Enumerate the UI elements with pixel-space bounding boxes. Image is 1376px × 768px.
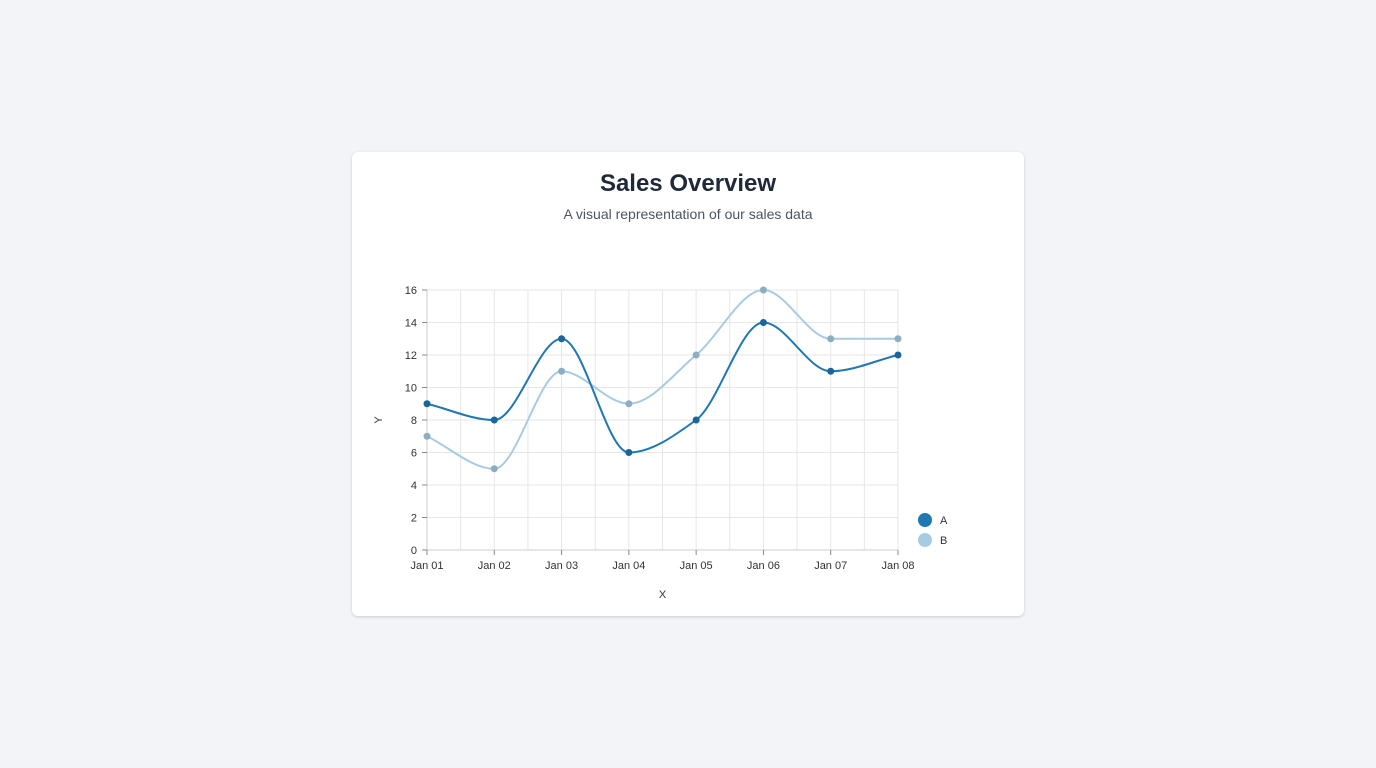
chart-subtitle: A visual representation of our sales dat… xyxy=(563,206,813,222)
x-tick-label: Jan 05 xyxy=(680,560,713,572)
x-tick-label: Jan 03 xyxy=(545,560,578,572)
chart-title: Sales Overview xyxy=(599,170,777,197)
line-chart: 0 2 4 6 8 10 12 14 16 Jan 01 Jan 02 Jan 03 Jan 04 Jan… xyxy=(373,285,948,601)
series-a-point xyxy=(894,351,902,359)
series-a-line xyxy=(426,321,899,454)
x-tick-label: Jan 08 xyxy=(881,560,914,572)
x-tick-label: Jan 01 xyxy=(410,560,443,572)
y-axis-title: Y xyxy=(373,416,385,424)
x-tick-label: Jan 04 xyxy=(612,560,645,572)
legend: AB xyxy=(918,513,948,547)
x-tick-label: Jan 02 xyxy=(478,560,511,572)
y-tick-label: 12 xyxy=(405,350,417,362)
series-a-point xyxy=(692,416,700,424)
series-b-point xyxy=(894,335,902,343)
series-b-point xyxy=(827,335,835,343)
legend-b-label: B xyxy=(940,535,947,547)
series-a-point xyxy=(558,335,566,343)
x-tick-label: Jan 07 xyxy=(814,560,847,572)
y-tick-label: 16 xyxy=(405,285,417,297)
chart-card: Sales Overview A visual representation o… xyxy=(352,152,1024,616)
y-tick-label: 14 xyxy=(405,318,417,330)
y-tick-label: 6 xyxy=(411,448,417,460)
y-tick-label: 8 xyxy=(411,415,417,427)
series-a-point xyxy=(759,319,767,326)
series-b-point xyxy=(423,432,431,440)
series-b-point xyxy=(759,286,767,294)
x-tick-label: Jan 06 xyxy=(747,560,780,572)
y-tick-label: 2 xyxy=(411,513,417,525)
series-b-point xyxy=(490,465,498,473)
series-b-point xyxy=(625,400,633,408)
series-a-point xyxy=(625,449,633,456)
legend-a-swatch xyxy=(918,513,932,527)
series-b-point xyxy=(692,351,700,359)
legend-b-swatch xyxy=(918,533,932,547)
y-tick-label: 10 xyxy=(405,383,417,395)
y-tick-label: 4 xyxy=(411,480,417,492)
series-b-line xyxy=(426,288,898,470)
series-a-point xyxy=(490,416,498,424)
axes: 0 2 4 6 8 10 12 14 16 Jan 01 Jan 02 Jan 03 Jan 04 Jan… xyxy=(373,285,915,601)
y-tick-label: 0 xyxy=(411,545,417,557)
legend-a-label: A xyxy=(940,515,948,527)
series xyxy=(423,286,902,473)
series-b-point xyxy=(558,367,566,375)
series-a-point xyxy=(423,400,431,408)
series-a-point xyxy=(827,367,835,375)
x-axis-title: X xyxy=(659,589,667,601)
